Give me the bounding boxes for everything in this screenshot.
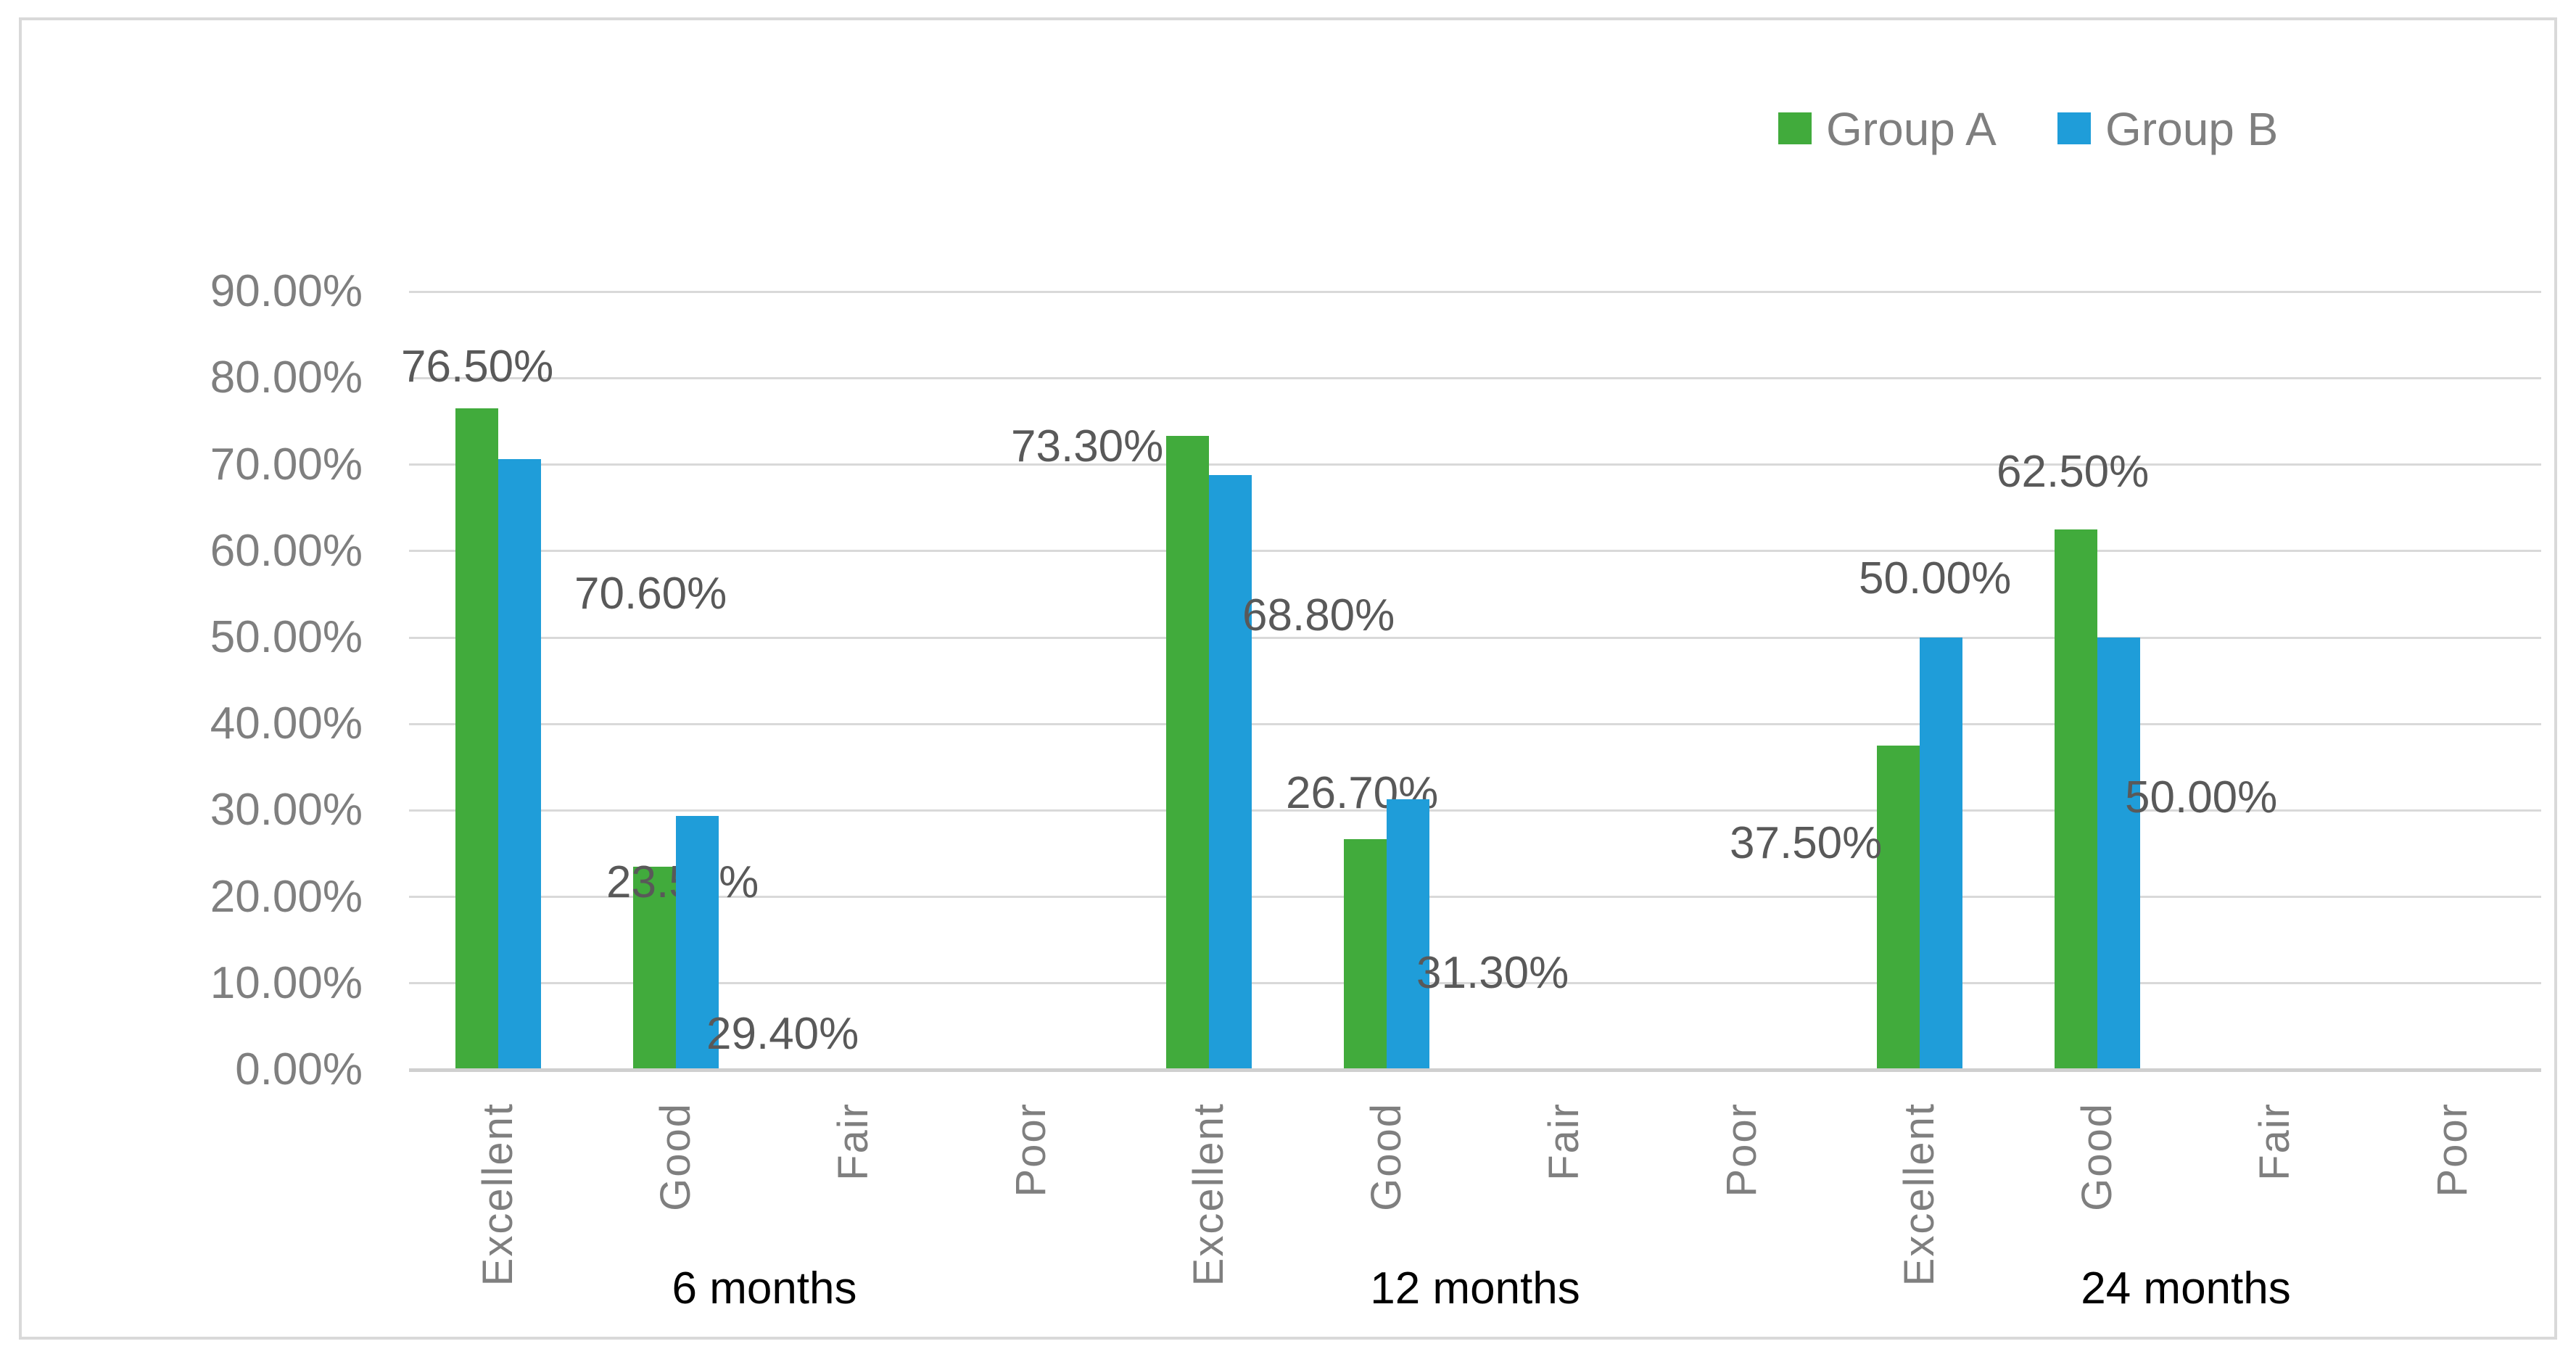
bar-group-a-12-months-excellent [1165, 436, 1209, 1068]
bar-group-a-6-months-good [632, 866, 676, 1068]
data-label-group-b: 50.00% [2125, 772, 2278, 822]
data-label-group-b: 50.00% [1859, 553, 2012, 603]
group-label-12-months: 12 months [1370, 1263, 1580, 1313]
data-label-group-a: 62.50% [1997, 447, 2150, 497]
gridline-30.00% [409, 809, 2541, 812]
x-axis-line [409, 1068, 2541, 1072]
group-label-24-months: 24 months [2081, 1263, 2291, 1313]
bar-group-a-24-months-good [2054, 529, 2097, 1068]
y-axis-tick-label: 20.00% [210, 871, 363, 922]
data-label-group-b: 31.30% [1416, 948, 1569, 998]
category-label-good: Good [1362, 1102, 1410, 1211]
y-axis-tick-label: 10.00% [210, 957, 363, 1008]
category-label-poor: Poor [1717, 1102, 1765, 1197]
legend-label-group-a: Group A [1826, 103, 1997, 155]
data-label-group-b: 70.60% [574, 569, 727, 619]
y-axis-tick-label: 0.00% [235, 1044, 363, 1094]
legend-swatch-group-b [2057, 112, 2091, 144]
gridline-40.00% [409, 722, 2541, 725]
bar-group-b-24-months-excellent [1919, 638, 1962, 1068]
gridline-10.00% [409, 982, 2541, 985]
bar-group-a-12-months-good [1343, 838, 1387, 1068]
data-label-group-b: 29.40% [706, 1009, 859, 1059]
y-axis-tick-label: 80.00% [210, 352, 363, 403]
bar-group-b-6-months-excellent [498, 459, 541, 1068]
bar-group-a-6-months-excellent [455, 408, 498, 1068]
gridline-90.00% [409, 290, 2541, 293]
category-label-fair: Fair [2250, 1102, 2298, 1181]
data-label-group-a: 37.50% [1730, 818, 1883, 868]
y-axis-tick-label: 30.00% [210, 785, 363, 836]
gridline-80.00% [409, 376, 2541, 379]
category-label-poor: Poor [1007, 1102, 1054, 1197]
data-label-group-a: 76.50% [401, 342, 554, 392]
legend-label-group-b: Group B [2105, 103, 2279, 155]
gridline-20.00% [409, 896, 2541, 899]
gridline-60.00% [409, 550, 2541, 553]
y-axis-tick-label: 60.00% [210, 525, 363, 576]
bar-group-b-24-months-good [2097, 638, 2140, 1068]
legend-swatch-group-a [1778, 112, 1812, 144]
category-label-excellent: Excellent [474, 1102, 521, 1287]
category-label-excellent: Excellent [1184, 1102, 1232, 1287]
category-label-good: Good [2073, 1102, 2121, 1211]
gridline-70.00% [409, 463, 2541, 466]
bar-group-b-12-months-excellent [1208, 474, 1252, 1068]
category-label-fair: Fair [1540, 1102, 1588, 1181]
group-label-6-months: 6 months [672, 1263, 857, 1313]
y-axis-tick-label: 50.00% [210, 612, 363, 662]
chart-border [19, 17, 2557, 1340]
category-label-poor: Poor [2428, 1102, 2476, 1197]
bar-group-b-6-months-good [675, 815, 719, 1068]
data-label-group-b: 68.80% [1242, 590, 1395, 640]
bar-group-a-24-months-excellent [1876, 746, 1920, 1068]
gridline-50.00% [409, 636, 2541, 639]
category-label-good: Good [651, 1102, 699, 1211]
y-axis-tick-label: 70.00% [210, 439, 363, 490]
data-label-group-a: 73.30% [1011, 421, 1164, 471]
bar-group-b-12-months-good [1386, 799, 1429, 1068]
category-label-fair: Fair [829, 1102, 877, 1181]
category-label-excellent: Excellent [1895, 1102, 1943, 1287]
y-axis-tick-label: 40.00% [210, 698, 363, 749]
y-axis-tick-label: 90.00% [210, 266, 363, 317]
